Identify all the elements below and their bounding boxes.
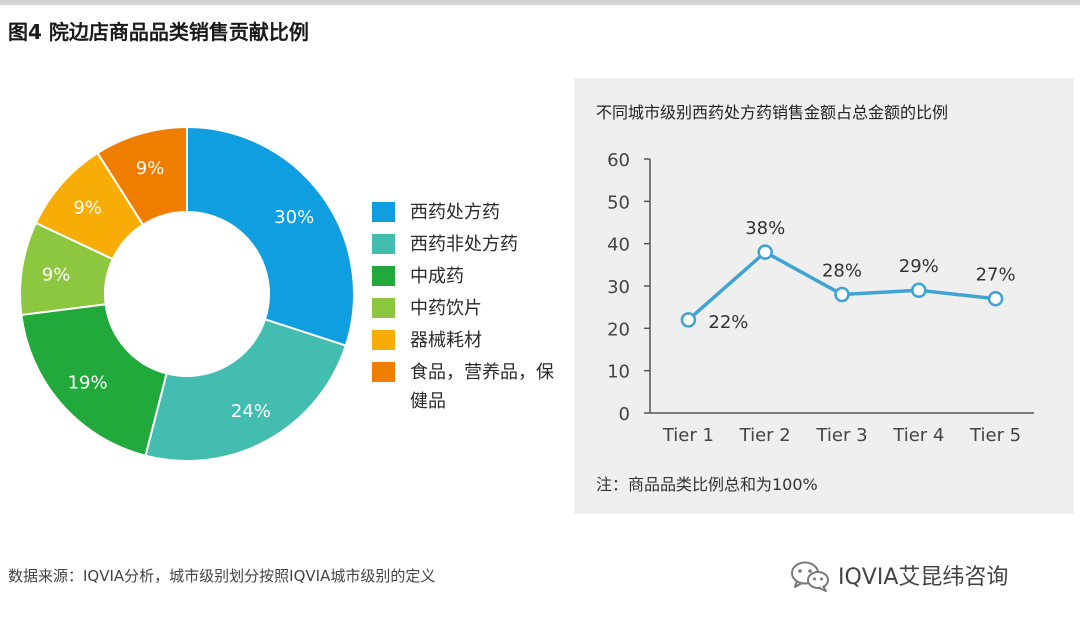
y-tick-label: 60 (607, 150, 630, 171)
y-tick-label: 30 (607, 277, 630, 298)
legend-label: 中成药 (410, 266, 464, 287)
line-data-label: 22% (708, 312, 748, 333)
donut-slice (186, 125, 355, 347)
line-data-label: 27% (976, 265, 1016, 286)
legend-swatch (372, 330, 395, 350)
line-chart: 0 10 20 30 40 50 60 Tier 1 Tier 2 Tier 3 Tier 4 Tie… (607, 150, 1034, 446)
figure-title: 图4 院边店商品品类销售贡献比例 (8, 20, 309, 44)
data-point (987, 290, 1004, 307)
brand-name: IQVIA艾昆纬咨询 (838, 565, 1009, 590)
legend-swatch (372, 362, 395, 382)
data-point (911, 282, 927, 298)
donut-data-label: 9% (42, 264, 71, 285)
legend-label: 食品，营养品，保健品 (410, 362, 554, 412)
legend-swatch (372, 298, 395, 318)
line-data-label: 28% (822, 260, 862, 281)
donut-data-label: 9% (136, 158, 165, 179)
data-point (680, 312, 697, 328)
donut-data-label: 19% (68, 373, 108, 394)
x-tick-label: Tier 3 (815, 425, 867, 446)
legend-swatch (372, 234, 395, 254)
donut-slice (96, 125, 188, 227)
legend-swatch (372, 202, 395, 222)
y-tick-label: 40 (607, 235, 630, 256)
legend-label: 西药处方药 (410, 202, 500, 223)
source-note: 数据来源：IQVIA分析，城市级别划分按照IQVIA城市级别的定义 (8, 567, 436, 585)
y-tick-label: 50 (607, 192, 630, 213)
donut-slice (144, 318, 348, 462)
data-point (834, 286, 850, 303)
donut-data-label: 9% (73, 197, 102, 218)
line-chart-title: 不同城市级别西药处方药销售金额占总金额的比例 (596, 103, 949, 122)
data-point (757, 244, 773, 260)
x-tick-label: Tier 5 (969, 425, 1021, 446)
line-chart-panel: 不同城市级别西药处方药销售金额占总金额的比例 0 10 20 30 40 50 60 Tier… (574, 78, 1074, 514)
y-tick-label: 10 (607, 362, 630, 383)
x-tick-label: Tier 4 (892, 425, 944, 446)
donut-slice (20, 303, 168, 457)
wechat-icon (791, 561, 829, 592)
donut-chart: 30% 24% 19% 9% 9% 9% (19, 125, 355, 462)
x-tick-label: Tier 2 (739, 425, 791, 446)
legend-label: 中药饮片 (410, 298, 482, 319)
top-rule (0, 0, 1080, 5)
donut-data-label: 24% (231, 401, 271, 422)
legend-swatch (372, 266, 395, 286)
legend-label: 西药非处方药 (410, 234, 518, 255)
footnote: 注：商品品类比例总和为100% (596, 475, 818, 494)
y-tick-label: 20 (607, 319, 630, 340)
legend-label: 器械耗材 (410, 330, 482, 351)
line-data-label: 29% (899, 256, 939, 277)
y-tick-label: 0 (619, 404, 630, 425)
donut-data-label: 30% (274, 207, 314, 228)
x-tick-label: Tier 1 (662, 425, 714, 446)
line-data-label: 38% (745, 218, 785, 239)
